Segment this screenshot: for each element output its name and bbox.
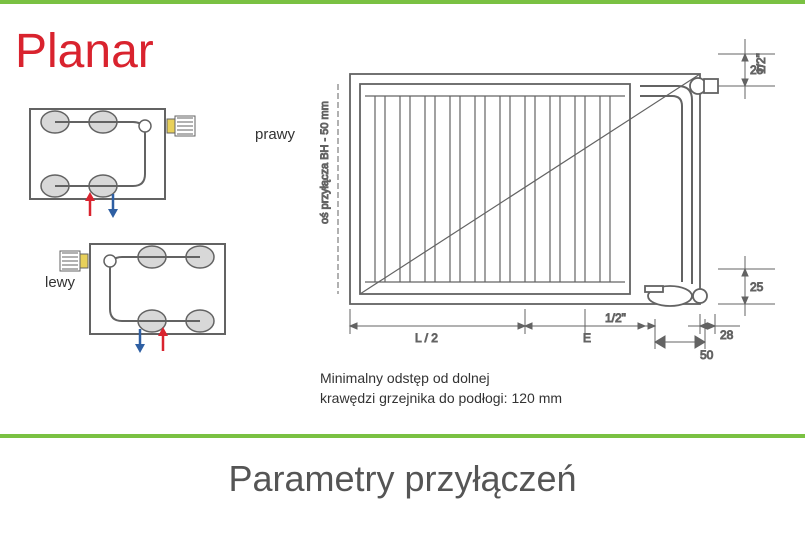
label-prawy: prawy xyxy=(255,126,295,143)
config-lewy-diagram xyxy=(55,239,255,354)
dim-half-length: L / 2 xyxy=(415,331,438,345)
valve-icon xyxy=(167,116,195,136)
label-lewy: lewy xyxy=(45,274,75,291)
dim-e: E xyxy=(583,331,591,345)
left-panel: Planar xyxy=(0,4,290,434)
dim-half-inch-top: 1/2" xyxy=(754,53,768,74)
right-panel: 25 1/2" 25 28 xyxy=(290,4,805,434)
config-lewy: lewy xyxy=(55,239,275,354)
dim-bottom-25: 25 xyxy=(750,280,764,294)
footer-line1: Minimalny odstęp od dolnej xyxy=(320,370,490,386)
config-prawy-diagram xyxy=(25,104,225,219)
technical-drawing: 25 1/2" 25 28 xyxy=(300,24,795,364)
content-area: Planar xyxy=(0,4,805,434)
valve-icon xyxy=(60,251,88,271)
section-title: Parametry przyłączeń xyxy=(0,438,805,520)
footer-line2: krawędzi grzejnika do podłogi: 120 mm xyxy=(320,390,562,406)
axis-label: oś przyłącza BH - 50 mm xyxy=(319,101,331,224)
config-prawy: prawy xyxy=(25,104,275,219)
dim-28: 28 xyxy=(720,328,734,342)
dim-50: 50 xyxy=(700,348,714,362)
dim-half-inch-bottom: 1/2" xyxy=(605,311,626,325)
product-title: Planar xyxy=(15,24,275,79)
footer-note: Minimalny odstęp od dolnej krawędzi grze… xyxy=(320,369,795,408)
